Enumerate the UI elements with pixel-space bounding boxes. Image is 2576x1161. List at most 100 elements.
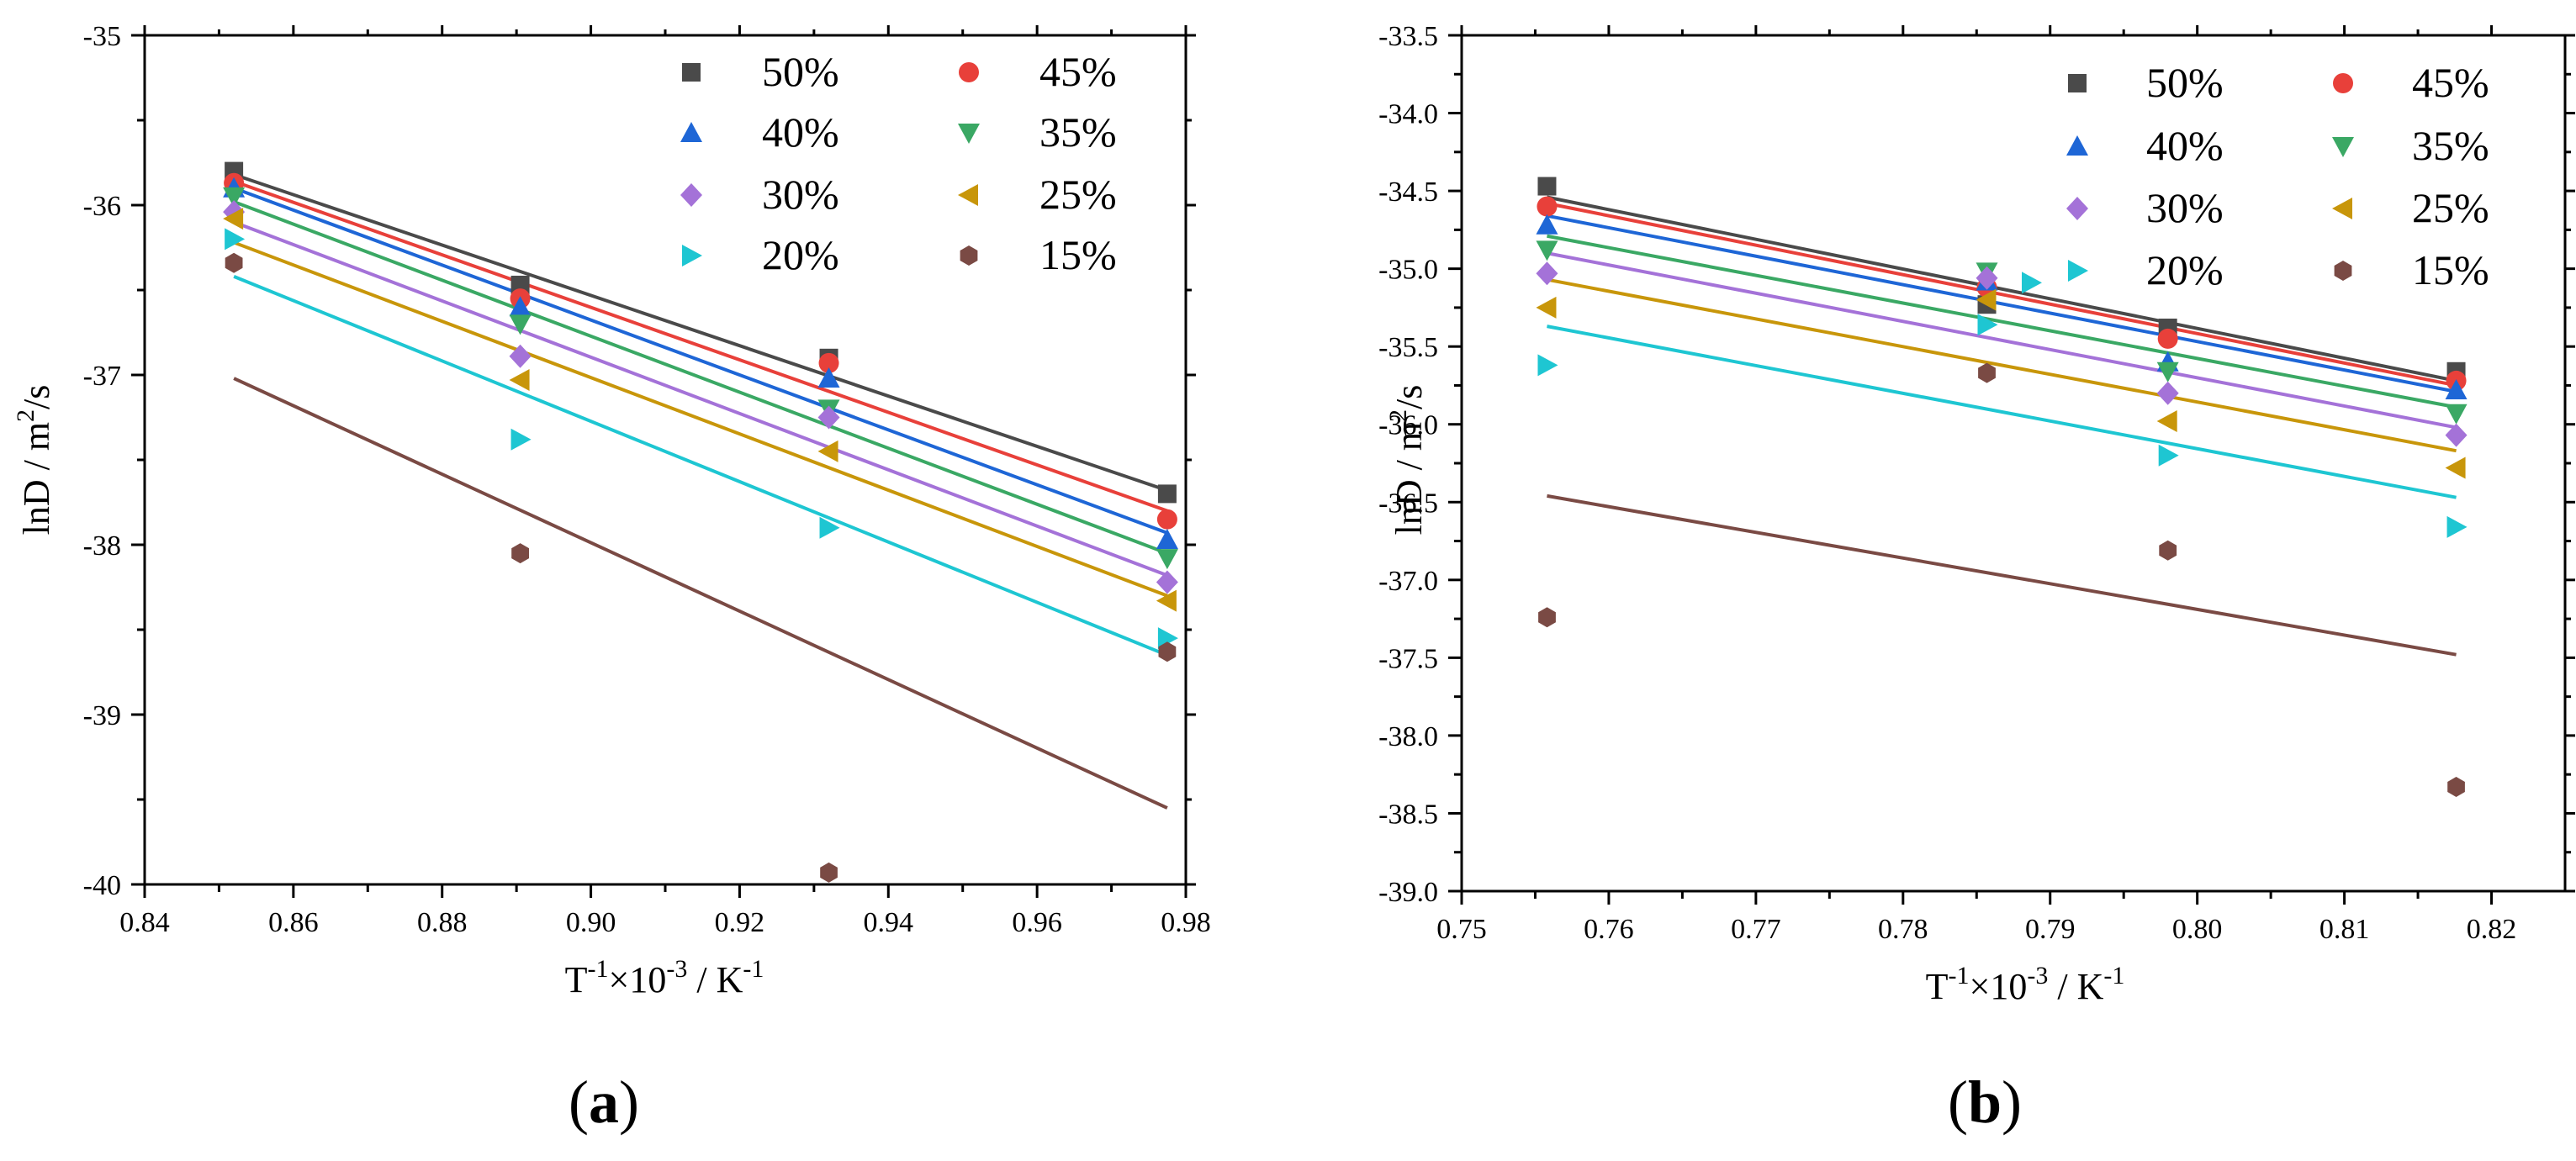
legend-marker-40pct: [2066, 135, 2088, 156]
data-point-15pct-3: [2447, 777, 2465, 797]
fit-line-45pct: [1547, 201, 2457, 388]
legend-marker-15pct: [2334, 261, 2352, 281]
data-point-40pct-0: [1536, 214, 1558, 235]
legend-marker-25pct: [958, 184, 978, 206]
data-point-20pct-3: [1157, 627, 1178, 650]
data-point-40pct-3: [2445, 379, 2468, 400]
fit-line-35pct: [1547, 234, 2457, 409]
legend-marker-50pct: [682, 63, 701, 82]
legend-marker-50pct: [2068, 74, 2087, 92]
x-tick-label: 0.82: [2467, 914, 2517, 945]
data-point-40pct-3: [1156, 528, 1178, 549]
plot-frame: [1460, 34, 2567, 893]
data-point-45pct-2: [2157, 328, 2178, 349]
legend-label-20pct: 20%: [2146, 246, 2224, 293]
data-point-25pct-0: [223, 208, 244, 230]
fit-line-25pct: [1547, 277, 2457, 453]
x-axis-title: T-1×10-3 / K-1: [1926, 962, 2125, 1007]
panel-label: (b): [1948, 1069, 2022, 1136]
data-point-35pct-3: [1156, 549, 1178, 570]
data-point-20pct-2: [2021, 272, 2042, 294]
legend: 50% 45% 40% 35% 30% 25% 20% 15%: [680, 48, 1117, 278]
fit-line-30pct: [1547, 251, 2457, 430]
x-tick-label: 0.78: [1878, 914, 1928, 945]
legend-label-25pct: 25%: [2412, 184, 2489, 231]
data-point-20pct-1: [510, 428, 532, 451]
legend-marker-30pct: [2066, 197, 2088, 220]
legend-marker-40pct: [680, 122, 702, 142]
y-tick-label: -35.0: [1378, 255, 1438, 286]
x-tick-label: 0.80: [2172, 914, 2223, 945]
x-tick-label: 0.92: [715, 907, 765, 938]
data-point-30pct-2: [2156, 381, 2179, 405]
data-point-25pct-3: [1156, 589, 1177, 612]
y-tick-label: -38: [83, 530, 121, 562]
x-tick-label: 0.88: [417, 907, 468, 938]
data-point-30pct-2: [817, 405, 840, 430]
data-point-25pct-1: [1976, 288, 1997, 311]
data-point-30pct-0: [1536, 261, 1558, 286]
y-tick-label: -40: [83, 870, 121, 901]
plot-frame: [143, 34, 1187, 886]
data-point-45pct-3: [1156, 509, 1177, 530]
data-point-20pct-3: [2158, 444, 2179, 467]
x-tick-label: 0.77: [1731, 914, 1781, 945]
legend-marker-20pct: [682, 245, 702, 267]
x-tick-label: 0.90: [566, 907, 616, 938]
y-tick-label: -37: [83, 361, 121, 392]
fit-line-40pct: [233, 186, 1168, 535]
data-point-15pct-0: [225, 252, 243, 273]
data-point-20pct-0: [1537, 354, 1558, 377]
y-tick-label: -34.0: [1378, 99, 1438, 130]
legend-marker-25pct: [2332, 198, 2352, 219]
x-tick-label: 0.98: [1161, 907, 1211, 938]
x-tick-label: 0.76: [1584, 914, 1634, 945]
legend-marker-30pct: [680, 183, 702, 207]
y-tick-label: -33.5: [1378, 21, 1438, 52]
data-point-45pct-0: [1537, 196, 1558, 217]
data-point-30pct-3: [2445, 423, 2468, 447]
legend-label-40pct: 40%: [2146, 122, 2224, 169]
data-point-20pct-2: [819, 516, 840, 539]
data-point-30pct-1: [509, 344, 532, 368]
fit-line-25pct: [233, 240, 1168, 598]
legend-label-45pct: 45%: [1039, 48, 1117, 95]
legend-marker-45pct: [959, 62, 979, 82]
legend-label-15pct: 15%: [1039, 231, 1117, 278]
data-point-15pct-2: [820, 862, 838, 883]
data-point-15pct-0: [1538, 607, 1556, 628]
data-point-25pct-2: [817, 440, 838, 462]
data-point-20pct-0: [225, 228, 246, 251]
data-point-25pct-2: [2156, 410, 2177, 433]
y-tick-label: -35: [83, 21, 121, 52]
data-point-25pct-3: [2445, 456, 2466, 479]
y-tick-label: -39: [83, 700, 121, 731]
data-point-35pct-1: [509, 314, 532, 335]
data-point-25pct-1: [509, 369, 530, 392]
data-point-30pct-3: [1156, 570, 1178, 594]
fit-line-15pct: [233, 377, 1168, 810]
data-point-15pct-3: [1158, 641, 1177, 662]
y-axis-title: lnD / m2/s: [12, 385, 57, 536]
fit-line-30pct: [233, 220, 1168, 578]
panel-a: 0.84 0.86 0.88 0.90 0.92 0.94 0.96 0.98 -40 -39 -3…: [12, 21, 1211, 1136]
x-tick-label: 0.86: [268, 907, 319, 938]
x-tick-label: 0.81: [2319, 914, 2370, 945]
y-tick-label: -34.5: [1378, 177, 1438, 208]
legend-label-50pct: 50%: [762, 48, 839, 95]
x-tick-label: 0.75: [1436, 914, 1487, 945]
x-tick-label: 0.94: [864, 907, 914, 938]
data-point-20pct-1: [1977, 314, 1998, 336]
fit-line-50pct: [1547, 195, 2457, 383]
x-axis-title: T-1×10-3 / K-1: [565, 955, 764, 1000]
fit-line-50pct: [233, 172, 1168, 493]
panel-label: (a): [569, 1069, 639, 1136]
y-tick-label: -36: [83, 191, 121, 222]
fit-line-20pct: [1547, 325, 2457, 499]
x-tick-label: 0.79: [2025, 914, 2076, 945]
legend-marker-20pct: [2068, 260, 2088, 282]
legend-label-45pct: 45%: [2412, 59, 2489, 106]
y-tick-label: -39.0: [1378, 877, 1438, 908]
data-point-35pct-0: [223, 187, 246, 208]
data-point-30pct-1: [1976, 266, 1998, 290]
